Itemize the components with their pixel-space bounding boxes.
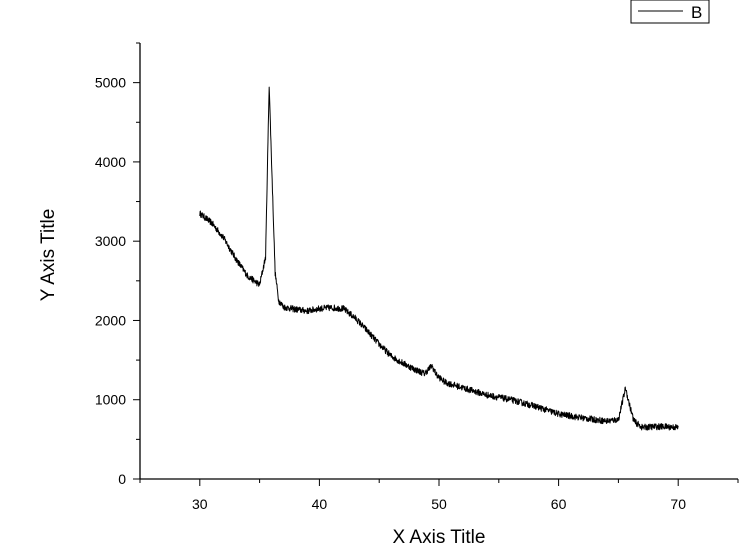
x-tick-label: 70: [670, 496, 686, 512]
x-tick-label: 30: [192, 496, 208, 512]
x-tick-label: 40: [312, 496, 328, 512]
axes: [139, 43, 738, 480]
y-tick-label: 5000: [95, 75, 126, 91]
y-tick-label: 1000: [95, 392, 126, 408]
y-tick-label: 3000: [95, 233, 126, 249]
x-tick-label: 60: [551, 496, 567, 512]
series-group: [199, 86, 679, 431]
axis-ticks: 30 40 50 60 70 0 1000 2000 3000 4000 5000: [95, 42, 739, 512]
x-tick-label: 50: [431, 496, 447, 512]
series-line-b: [199, 86, 679, 431]
legend-entry-b: B: [691, 3, 702, 22]
x-axis-title: X Axis Title: [393, 527, 486, 548]
y-tick-label: 0: [118, 471, 126, 487]
y-tick-label: 2000: [95, 312, 126, 328]
y-tick-label: 4000: [95, 154, 126, 170]
legend: B: [630, 0, 710, 24]
y-axis-title: Y Axis Title: [38, 209, 59, 302]
